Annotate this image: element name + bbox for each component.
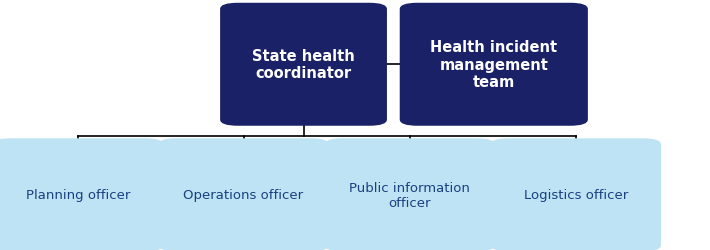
Text: Public information
officer: Public information officer xyxy=(349,181,470,209)
FancyBboxPatch shape xyxy=(324,139,495,250)
FancyBboxPatch shape xyxy=(220,4,387,126)
FancyBboxPatch shape xyxy=(0,139,163,250)
FancyBboxPatch shape xyxy=(491,139,661,250)
FancyBboxPatch shape xyxy=(400,4,588,126)
Text: Operations officer: Operations officer xyxy=(183,188,304,202)
Text: Logistics officer: Logistics officer xyxy=(524,188,628,202)
Text: Health incident
management
team: Health incident management team xyxy=(430,40,557,90)
FancyBboxPatch shape xyxy=(158,139,329,250)
Text: State health
coordinator: State health coordinator xyxy=(252,49,355,81)
Text: Planning officer: Planning officer xyxy=(26,188,131,202)
